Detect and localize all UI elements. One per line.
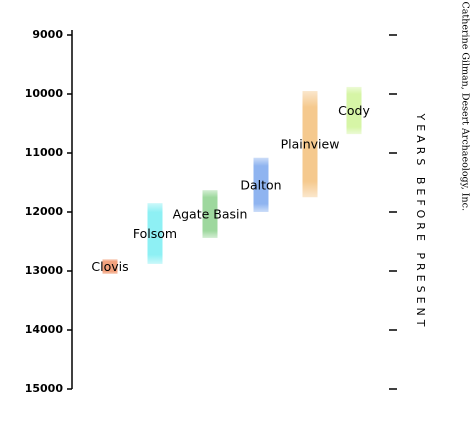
category-label: Dalton (240, 177, 281, 192)
y-tick-label: 12000 (25, 205, 64, 218)
y-tick-label: 13000 (25, 264, 64, 277)
category-label: Cody (338, 103, 370, 118)
category-label: Plainview (281, 137, 340, 152)
y-tick-label: 9000 (32, 28, 63, 41)
range-bar (147, 203, 163, 264)
y-tick-label: 14000 (25, 323, 64, 336)
range-bar (346, 86, 362, 135)
category-label: Clovis (91, 259, 128, 274)
range-bar (302, 91, 318, 198)
range-bar (253, 157, 269, 212)
category-label: Agate Basin (173, 207, 248, 222)
y-tick-label: 11000 (25, 146, 64, 159)
y-tick-label: 15000 (25, 382, 64, 395)
y-tick-label: 10000 (25, 87, 64, 100)
range-bar (202, 190, 218, 238)
category-label: Folsom (133, 226, 177, 241)
range-bar (102, 259, 118, 274)
credit: © Catherine Gilman, Desert Archaeology, … (460, 0, 471, 211)
y-axis-label: YEARS BEFORE PRESENT (414, 113, 427, 331)
